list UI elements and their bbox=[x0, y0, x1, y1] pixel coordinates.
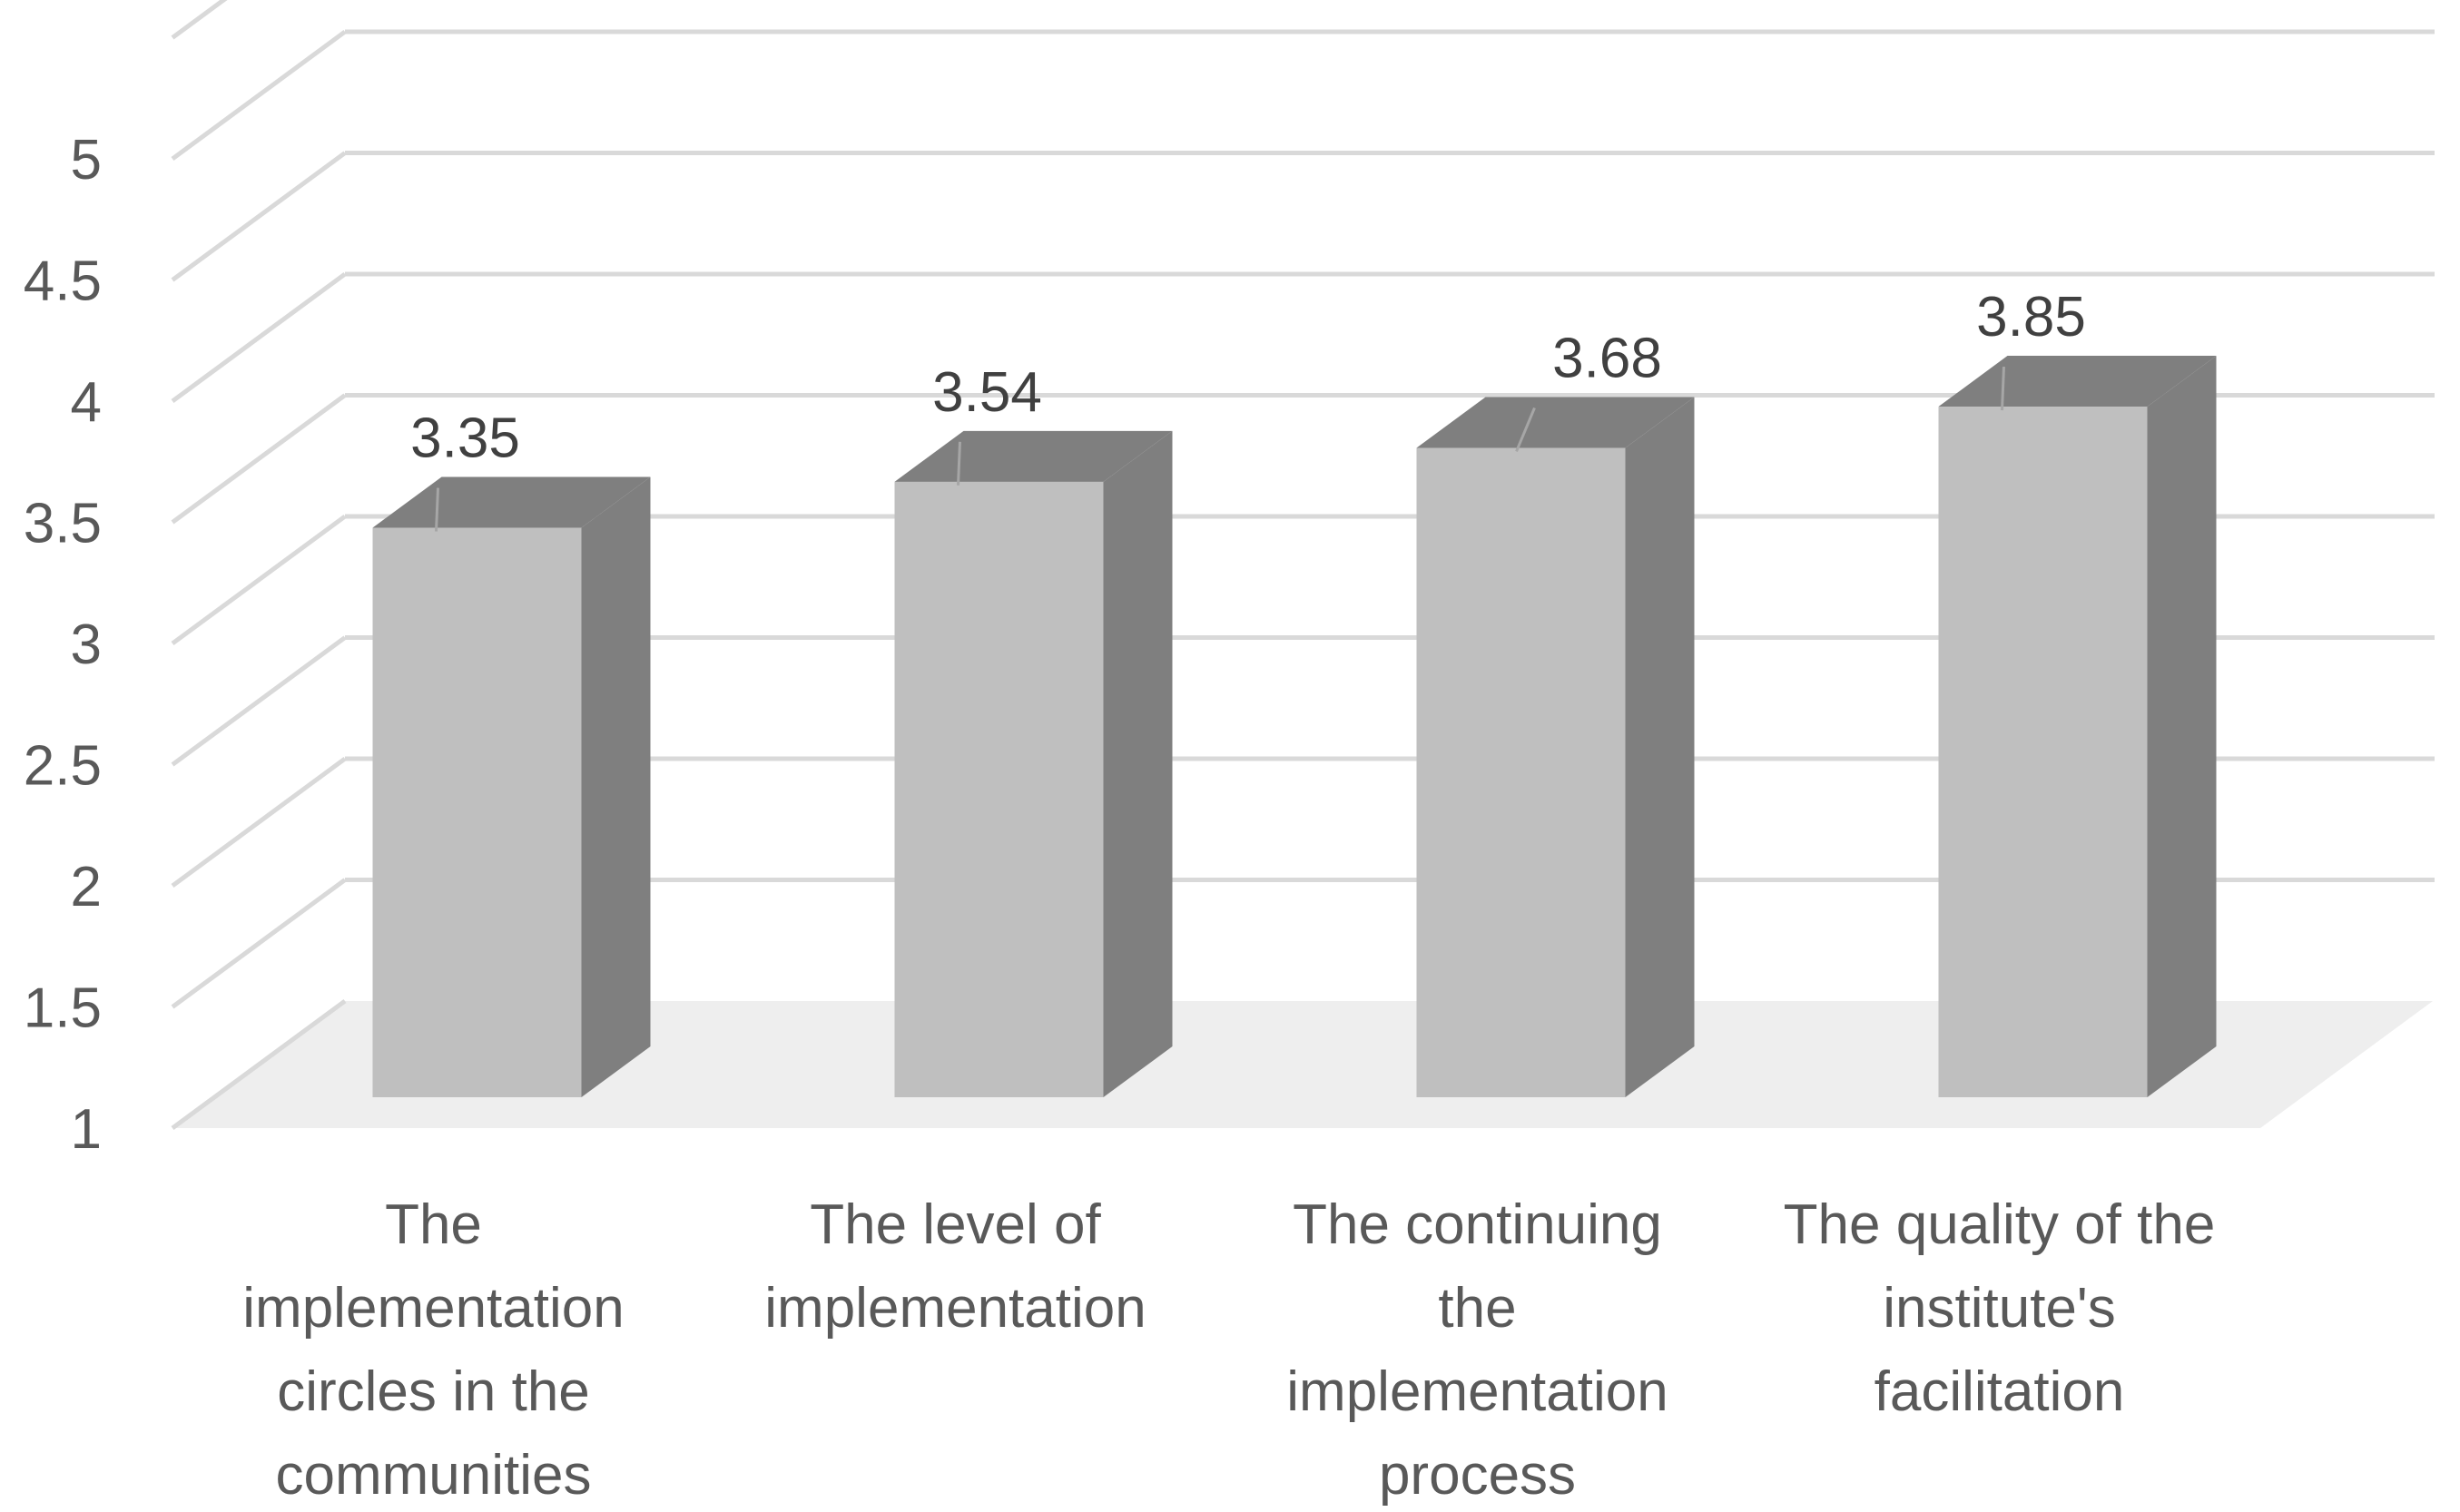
gridline-side bbox=[171, 393, 347, 525]
chart-floor bbox=[172, 1001, 2433, 1128]
bar-front bbox=[1416, 447, 1626, 1097]
x-axis: The implementation circles in the communiti… bbox=[242, 1193, 2215, 1507]
data-label-leader bbox=[1515, 407, 1536, 453]
y-tick-label: 3.5 bbox=[24, 493, 102, 555]
y-tick-label: 2 bbox=[71, 856, 102, 918]
gridline-side bbox=[171, 0, 228, 40]
data-labels: 3.35 3.54 3.68 3.85 bbox=[410, 286, 2086, 532]
bar-front bbox=[372, 527, 582, 1097]
gridline-side bbox=[171, 635, 347, 767]
y-tick-label: 4.5 bbox=[24, 250, 102, 313]
bar-top bbox=[372, 476, 651, 528]
bar-top bbox=[1416, 397, 1695, 448]
bar-side bbox=[1103, 430, 1173, 1097]
y-tick-label: 3 bbox=[71, 614, 102, 676]
data-label: 3.85 bbox=[1976, 286, 2086, 349]
data-label: 3.35 bbox=[410, 407, 520, 470]
bar-side bbox=[581, 476, 651, 1097]
data-label-leader bbox=[957, 441, 961, 486]
gridline-side bbox=[171, 151, 347, 282]
gridline-side bbox=[171, 756, 347, 889]
category-label: The implementation circles in the communiti… bbox=[242, 1193, 624, 1507]
y-tick-label: 4 bbox=[71, 371, 102, 434]
bar-side bbox=[2147, 356, 2217, 1097]
data-label-leader bbox=[2001, 366, 2005, 411]
bar-top bbox=[894, 430, 1173, 482]
gridline-side bbox=[171, 878, 347, 1009]
bar-front bbox=[1938, 407, 2148, 1097]
y-tick-label: 1 bbox=[71, 1098, 102, 1161]
category-label: The continuing the implementation process bbox=[1286, 1193, 1668, 1507]
data-label-leader bbox=[435, 487, 439, 532]
category-label: The level of implementation bbox=[764, 1193, 1146, 1340]
floor-plane bbox=[172, 1001, 2433, 1128]
bar-side bbox=[1625, 397, 1695, 1097]
gridline-side bbox=[171, 29, 347, 162]
bar-top bbox=[1938, 356, 2217, 407]
y-tick-label: 5 bbox=[71, 129, 102, 191]
bars bbox=[372, 356, 2217, 1097]
gridline-side bbox=[171, 998, 347, 1131]
y-axis: 1 1.5 2 2.5 3 3.5 4 4.5 5 bbox=[24, 129, 102, 1161]
y-tick-label: 1.5 bbox=[24, 977, 102, 1040]
data-label: 3.54 bbox=[932, 361, 1042, 424]
gridline-side bbox=[171, 514, 347, 646]
category-label: The quality of the institute's facilitatio… bbox=[1784, 1193, 2216, 1423]
bar-front bbox=[894, 481, 1104, 1097]
y-tick-label: 2.5 bbox=[24, 735, 102, 798]
gridline-side bbox=[171, 271, 347, 404]
data-label: 3.68 bbox=[1552, 327, 1662, 389]
